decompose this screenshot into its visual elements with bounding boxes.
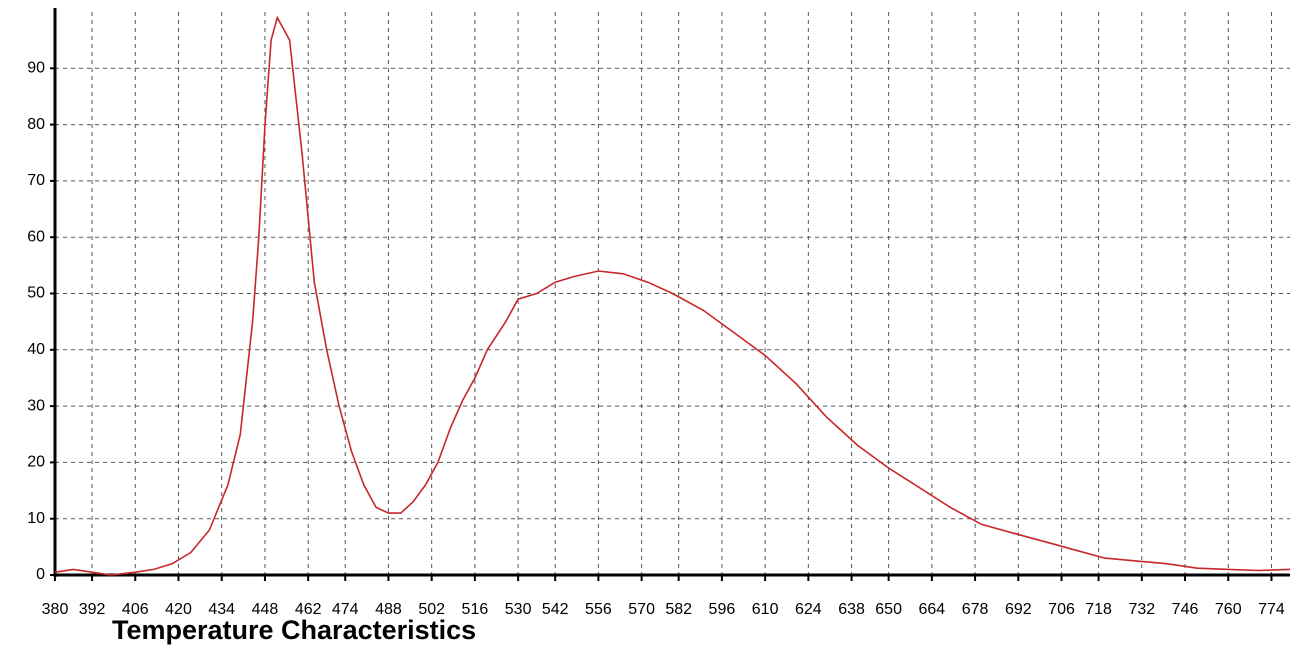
y-tick-label: 30 [27,397,45,414]
x-tick-label: 570 [628,601,655,618]
x-tick-label: 516 [462,601,489,618]
x-tick-label: 596 [709,601,736,618]
x-tick-label: 420 [165,601,192,618]
x-tick-label: 774 [1258,601,1285,618]
y-tick-label: 20 [27,454,45,471]
y-tick-label: 60 [27,228,45,245]
x-tick-label: 718 [1085,601,1112,618]
y-tick-label: 90 [27,60,45,77]
y-tick-label: 70 [27,172,45,189]
x-tick-label: 392 [79,601,106,618]
x-tick-label: 582 [665,601,692,618]
y-tick-label: 50 [27,285,45,302]
x-tick-label: 624 [795,601,822,618]
x-tick-label: 706 [1048,601,1075,618]
x-tick-label: 406 [122,601,149,618]
x-tick-label: 542 [542,601,569,618]
x-tick-label: 556 [585,601,612,618]
x-tick-label: 380 [42,601,69,618]
x-tick-label: 530 [505,601,532,618]
y-tick-label: 80 [27,116,45,133]
data-line [54,15,1291,576]
x-tick-label: 462 [295,601,322,618]
x-tick-label: 760 [1215,601,1242,618]
x-tick-label: 650 [875,601,902,618]
x-tick-label: 434 [208,601,235,618]
x-tick-label: 448 [252,601,279,618]
x-tick-label: 732 [1128,601,1155,618]
x-tick-label: 746 [1172,601,1199,618]
x-tick-label: 678 [962,601,989,618]
x-tick-label: 610 [752,601,779,618]
y-tick-label: 10 [27,510,45,527]
x-tick-label: 664 [918,601,945,618]
x-tick-label: 692 [1005,601,1032,618]
x-tick-label: 638 [838,601,865,618]
x-tick-label: 502 [418,601,445,618]
chart-title: Temperature Characteristics [112,615,476,645]
x-tick-label: 474 [332,601,359,618]
y-tick-label: 40 [27,341,45,358]
y-tick-label: 0 [36,566,45,583]
x-tick-label: 488 [375,601,402,618]
